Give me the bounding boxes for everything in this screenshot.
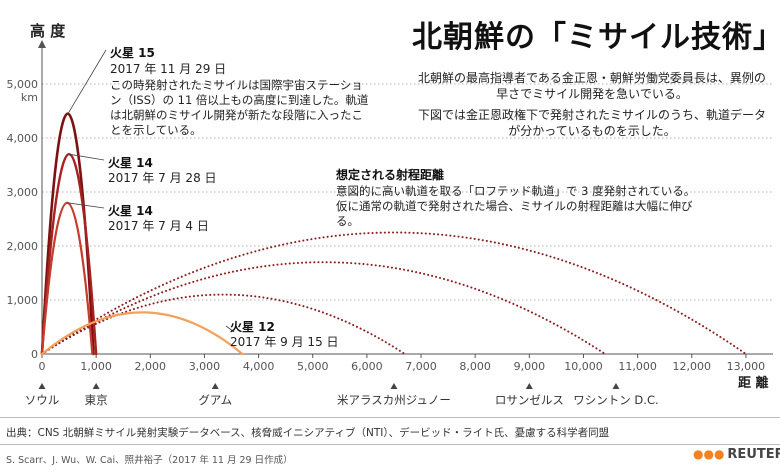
hwasong14-jul4-name: 火星 14 (108, 204, 153, 218)
y-unit-label: km (21, 91, 38, 104)
estimated-range-curve (41, 261, 607, 355)
city-label: グアム (198, 393, 232, 407)
y-tick-label: 4,000 (7, 132, 39, 145)
y-tick-label: 2,000 (7, 240, 39, 253)
footer-divider-bottom (0, 444, 780, 445)
hwasong14-jul4-date: 2017 年 7 月 4 日 (108, 219, 209, 233)
x-axis-title: 距 離 (738, 376, 769, 391)
x-tick-label: 7,000 (405, 360, 437, 373)
x-tick-label: 12,000 (673, 360, 712, 373)
gridlines (42, 83, 773, 301)
city-marker-icon (612, 383, 620, 389)
city-label: ソウル (25, 393, 60, 407)
x-tick-label: 6,000 (351, 360, 383, 373)
trajectory-hwasong12 (40, 311, 244, 356)
x-tick-label: 13,000 (727, 360, 766, 373)
reuters-logo: ●●●REUTERS (693, 447, 780, 462)
credit-line: S. Scarr、J. Wu、W. Cai、照井裕子（2017 年 11 月 2… (6, 455, 293, 466)
estimated-range-curve (41, 231, 747, 355)
y-axis-title: 高 度 (30, 22, 66, 40)
hwasong12-date: 2017 年 9 月 15 日 (230, 335, 339, 349)
x-tick-label: 11,000 (618, 360, 657, 373)
hwasong14-jul28-date: 2017 年 7 月 28 日 (108, 171, 217, 185)
trajectory-hwasong14_jul4 (40, 202, 94, 356)
x-tick-label: 0 (39, 360, 46, 373)
y-tick-label: 5,000 (7, 78, 39, 91)
x-tick-label: 8,000 (459, 360, 491, 373)
city-marker-icon (92, 383, 100, 389)
annotation-leader (67, 202, 105, 209)
hwasong12-name: 火星 12 (230, 320, 275, 334)
city-marker-icon (211, 383, 219, 389)
annotation-leader (69, 153, 105, 161)
city-marker-icon (525, 383, 533, 389)
x-tick-label: 5,000 (297, 360, 329, 373)
range-title: 想定される射程距離 (336, 168, 445, 182)
y-tick-label: 1,000 (7, 294, 39, 307)
x-tick-label: 3,000 (189, 360, 221, 373)
x-tick-label: 2,000 (135, 360, 167, 373)
y-axis-arrow-icon (38, 40, 46, 48)
footer-divider-top (0, 417, 780, 418)
hwasong15-name: 火星 15 (110, 46, 155, 60)
estimated-range-curve (41, 293, 406, 355)
x-tick-label: 1,000 (80, 360, 112, 373)
city-label: ワシントン D.C. (573, 393, 658, 407)
trajectories (40, 49, 747, 356)
city-marker-icon (390, 383, 398, 389)
reuters-logo-text: REUTERS (727, 447, 780, 462)
range-note: 意図的に高い軌道を取る「ロフテッド軌道」で 3 度発射されている。仮に通常の軌道… (336, 184, 696, 228)
page-title: 北朝鮮の「ミサイル技術」 (412, 20, 780, 55)
city-label: ロサンゼルス (495, 393, 564, 407)
y-tick-label: 0 (31, 348, 38, 361)
source-note: 出典：CNS 北朝鮮ミサイル発射実験データベース、核脅威イニシアティブ（NTI）… (6, 427, 610, 439)
hwasong15-date: 2017 年 11 月 29 日 (110, 62, 227, 76)
reuters-logo-dots-icon: ●●● (693, 447, 725, 461)
hwasong15-note: この時発射されたミサイルは国際宇宙ステーション（ISS）の 11 倍以上もの高度… (110, 78, 369, 137)
hwasong14-jul28-name: 火星 14 (108, 156, 153, 170)
x-tick-label: 9,000 (514, 360, 546, 373)
y-tick-label: 3,000 (7, 186, 39, 199)
intro-paragraph-2: 下図では金正恩政権下で発射されたミサイルのうち、軌道データが分かっているものを示… (418, 108, 767, 138)
city-label: 米アラスカ州ジュノー (337, 393, 451, 407)
annotation-leader (225, 325, 235, 333)
x-tick-label: 10,000 (564, 360, 603, 373)
x-tick-label: 4,000 (243, 360, 275, 373)
city-label: 東京 (85, 393, 108, 407)
intro-paragraph-1: 北朝鮮の最高指導者である金正恩・朝鮮労働党委員長は、異例の早さでミサイル開発を急… (418, 71, 766, 101)
intro-text: 北朝鮮の最高指導者である金正恩・朝鮮労働党委員長は、異例の早さでミサイル開発を急… (418, 70, 766, 144)
annotation-leader (67, 49, 107, 114)
city-marker-icon (38, 383, 46, 389)
